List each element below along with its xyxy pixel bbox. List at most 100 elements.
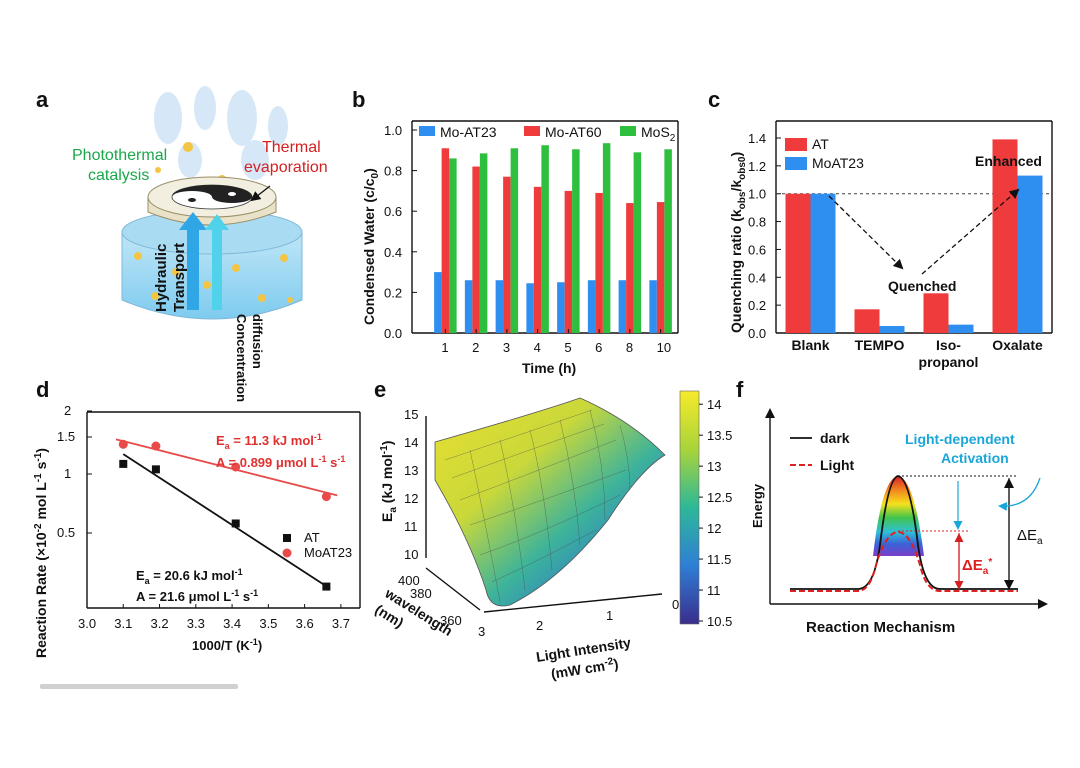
c-bar [948,324,974,333]
d-xtick-label: 3.4 [223,616,241,631]
panel-label-b: b [352,87,365,112]
d-ytick: 0.5 [57,525,75,540]
photothermal-label: Photothermal catalysis [72,147,167,184]
d-point [321,492,331,502]
f-activation-rainbow [873,476,924,556]
f-legend-dark: dark [820,430,850,446]
b-ytick-label: 0.8 [384,164,402,179]
c-xtick-label: Iso- [936,337,961,353]
c-quench-arrow [828,195,904,270]
c-legend-swatch-moat23 [785,157,807,170]
c-bar [923,293,949,333]
d-ytick: 1 [64,466,71,481]
f-light-curve [790,530,1018,592]
e-wavelength-tick: 380 [410,586,432,601]
c-x-ticks: Blank TEMPO Iso-propanol Oxalate [791,337,1043,370]
b-bar [449,158,457,333]
c-bar [854,309,880,333]
b-x-label: Time (h) [522,360,576,376]
b-y-ticks: 0.0 0.2 0.4 0.6 0.8 1.0 [384,123,417,341]
c-ytick-label: 0.8 [748,215,766,230]
b-legend-swatch-mos2 [620,126,636,136]
d-point [231,519,240,528]
d-legend-swatch-at [283,534,291,542]
f-annotation-line2: Activation [941,450,1009,466]
b-bar [434,272,442,333]
panel-label-c: c [708,87,720,112]
b-bar [510,148,519,333]
b-xtick-label: 5 [564,340,571,355]
d-xtick-label: 3.5 [259,616,277,631]
f-legend-light: Light [820,457,855,473]
b-legend-swatch-moat60 [524,126,540,136]
panel-f: f Energy Reaction Mechanism dark Light L… [736,377,1048,636]
b-xtick-label: 6 [595,340,602,355]
panel-label-f: f [736,377,744,402]
b-bar [664,149,672,333]
c-y-label: Quenching ratio (kobs/kobs0) [728,152,748,333]
b-xtick-label: 3 [503,340,510,355]
f-annotation-line1: Light-dependent [905,431,1015,447]
c-bars [785,139,1043,333]
e-intensity-ticks: 3 2 1 0 [478,597,679,639]
e-intensity-tick: 1 [606,608,613,623]
c-xtick-label-line2: propanol [919,354,979,370]
c-xtick-label: Oxalate [992,337,1043,353]
c-ytick-label: 0.6 [748,242,766,257]
panel-label-e: e [374,377,386,402]
panel-b: b 0.00.20.40.60.81.0 1 2 3 4 5 6 8 10 Time (h) … [352,87,679,376]
b-bars [434,143,672,333]
b-bar [572,149,580,333]
e-intensity-label: Light Intensity(mW cm-2) [535,634,635,684]
b-legend-moat23: Mo-AT23 [440,124,497,140]
c-ytick-label: 0.0 [748,326,766,341]
c-legend-swatch-at [785,138,807,151]
b-ytick-label: 0.0 [384,326,402,341]
b-x-ticks: 1 2 3 4 5 6 8 10 [441,329,671,355]
d-at-ea: Ea = 20.6 kJ mol-1 [136,567,243,586]
b-legend-swatch-moat23 [419,126,435,136]
c-xtick-label: Blank [791,337,829,353]
b-xtick-label: 2 [472,340,479,355]
d-marks [115,438,338,591]
d-xtick-label: 3.6 [296,616,314,631]
b-bar [587,280,596,333]
e-colorbar [679,390,700,625]
b-xtick-label: 1 [441,340,448,355]
panel-label-d: d [36,377,49,402]
d-point [322,582,331,591]
b-ytick-label: 0.2 [384,285,402,300]
e-ztick: 11 [404,519,418,534]
e-wavelength-ticks: 400 380 360 [398,573,462,628]
e-colorbar-tick-label: 12 [707,521,721,536]
d-y-label: Reaction Rate (×10-2 mol L-1 s-1) [33,448,49,658]
e-intensity-tick: 0 [672,597,679,612]
c-bar [879,326,905,333]
panel-a: a [36,86,328,402]
horizontal-scrollbar[interactable] [40,684,238,689]
panel-label-a: a [36,87,49,112]
f-delta-ea-star-label: ΔEa* [962,557,992,577]
d-xtick-label: 3.1 [114,616,132,631]
d-xtick-label: 3.0 [78,616,96,631]
d-legend: AT MoAT23 [282,530,352,560]
panel-c: c 0.0 0.2 0.4 0.6 0.8 1.0 1.2 1.4 Blank TEMPO Iso… [708,87,1053,370]
d-xtick-label: 3.2 [151,616,169,631]
e-wavelength-tick: 360 [440,613,462,628]
e-ztick: 13 [404,463,418,478]
panel-d: d 2 1.5 1 0.5 3.0 3.1 3.2 3.3 3.4 3.5 3.6 3.7 1… [33,377,361,658]
e-wavelength-axis [425,567,481,611]
b-bar [533,186,542,333]
c-xtick-label: TEMPO [855,337,905,353]
c-bar [992,139,1018,333]
e-ztick: 12 [404,491,418,506]
b-ytick-label: 0.6 [384,204,402,219]
e-colorbar-tick-label: 13.5 [707,428,732,443]
concentration-label: Concentrationdiffusion [234,314,265,402]
d-y-ticks: 2 1.5 1 0.5 [57,403,92,540]
e-wavelength-tick: 400 [398,573,420,588]
e-ztick: 15 [404,407,418,422]
d-moat-a: A = 0.899 μmol L-1 s-1 [216,454,345,470]
c-bar [810,193,836,333]
